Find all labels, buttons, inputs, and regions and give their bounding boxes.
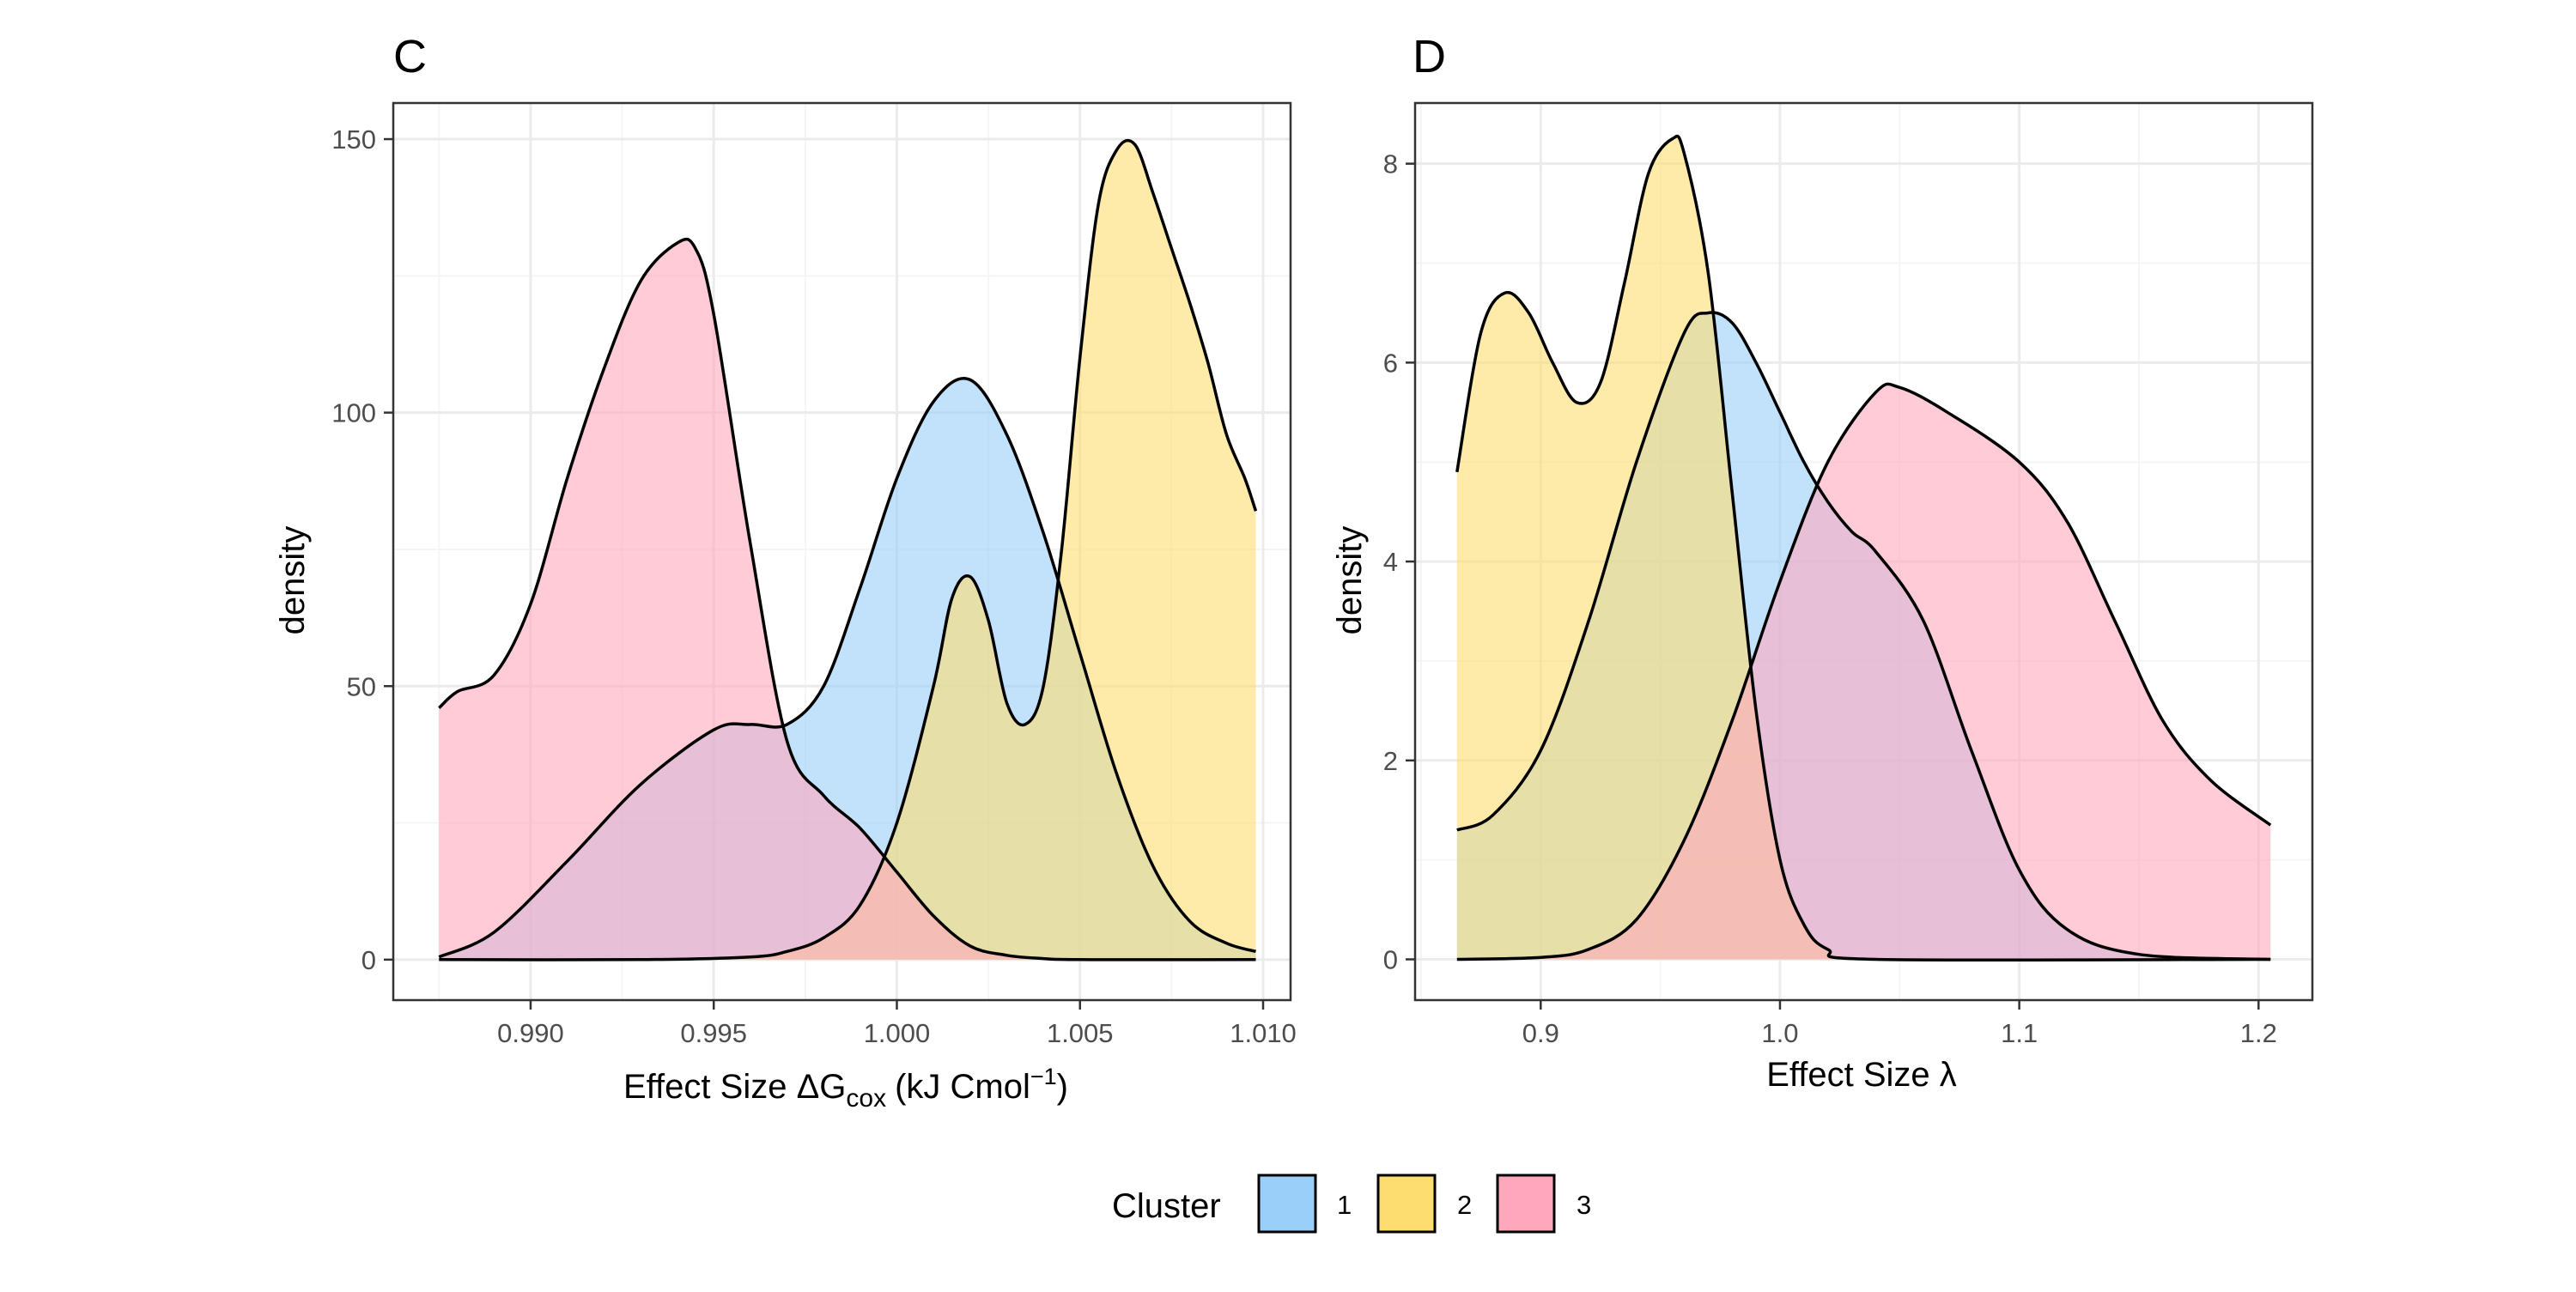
panel-c-x-title-close: ) (1057, 1068, 1068, 1106)
panel-c-density-line-cluster-3 (438, 237, 1256, 961)
panel-d-x-tick-label: 1.2 (2240, 1018, 2277, 1048)
panel-c-x-axis-title: Effect Size ΔGcox (kJ Cmol−1) (623, 1064, 1068, 1113)
panel-d-y-axis-title: density (1331, 526, 1369, 635)
panel-c-plot-area: 0.990 0.995 1.000 1.005 1.010 0 50 100 150 (331, 101, 1297, 1048)
panel-c-density-line-cluster-2 (439, 138, 1258, 961)
panel-c-x-tick-label: 0.995 (680, 1018, 747, 1048)
panel-d-y-tick-label: 8 (1383, 149, 1398, 179)
legend-label-3: 3 (1577, 1190, 1591, 1220)
panel-d-plot-area: 0.9 1.0 1.1 1.2 0 2 4 6 8 (1383, 101, 2314, 1048)
panel-d-density-line-cluster-3 (1456, 382, 2272, 961)
legend-label-1: 1 (1337, 1190, 1352, 1220)
panel-c-tag: C (393, 31, 427, 82)
panel-d-density-area-cluster-2 (1456, 136, 2271, 961)
panel-c-x-title-sub: cox (846, 1084, 886, 1113)
panel-c-y-tick-label: 150 (331, 124, 376, 155)
panel-c-y-axis-title: density (274, 526, 312, 635)
legend: Cluster 1 2 3 (1112, 1174, 1591, 1234)
panel-c-x-title-unit: (kJ Cmol (895, 1068, 1030, 1106)
panel-d-y-tick-label: 0 (1383, 945, 1398, 975)
panel-d: 0.9 1.0 1.1 1.2 0 2 4 6 8 D density Effect Size … (1331, 31, 2314, 1094)
panel-c-x-tick-label: 1.000 (864, 1018, 931, 1048)
panel-c-x-tick-label: 1.005 (1047, 1018, 1114, 1048)
panel-c-density-line-cluster-1 (438, 377, 1256, 959)
panel-d-density-line-cluster-1 (1456, 311, 2271, 961)
panel-d-x-axis-title: Effect Size λ (1766, 1056, 1957, 1094)
legend-key-3 (1496, 1174, 1556, 1234)
panel-c-density-area-cluster-3 (439, 239, 1256, 960)
panel-d-tag: D (1413, 31, 1446, 82)
panel-d-density-area-cluster-3 (1456, 384, 2271, 960)
panel-c-x-title-main: Effect Size ΔG (623, 1068, 846, 1106)
legend-label-2: 2 (1457, 1190, 1472, 1220)
panel-c: 0.990 0.995 1.000 1.005 1.010 0 50 100 150 C den… (274, 31, 1297, 1113)
legend-item-1: 1 (1257, 1174, 1352, 1234)
legend-key-2 (1376, 1174, 1437, 1234)
panel-d-x-tick-label: 0.9 (1522, 1018, 1559, 1048)
legend-item-2: 2 (1376, 1174, 1472, 1234)
panel-d-x-tick-label: 1.0 (1761, 1018, 1798, 1048)
panel-c-panel-border (392, 101, 1292, 1002)
panel-c-x-tick-label: 1.010 (1230, 1018, 1297, 1048)
panel-c-density-area-cluster-2 (439, 140, 1256, 961)
panel-c-y-tick-label: 100 (331, 398, 376, 428)
panel-d-panel-border (1413, 101, 2314, 1002)
panel-d-density-line-cluster-2 (1455, 134, 2271, 962)
panel-d-y-tick-label: 6 (1383, 348, 1398, 378)
panel-c-x-title-sup: −1 (1030, 1064, 1057, 1089)
panel-d-x-tick-label: 1.1 (2001, 1018, 2038, 1048)
panel-d-y-tick-label: 4 (1383, 547, 1398, 577)
legend-item-3: 3 (1496, 1174, 1591, 1234)
panel-c-x-tick-label: 0.990 (497, 1018, 564, 1048)
panel-d-y-tick-label: 2 (1383, 746, 1398, 776)
legend-key-1 (1257, 1174, 1317, 1234)
panel-c-y-tick-label: 50 (347, 671, 376, 701)
panel-c-y-tick-label: 0 (361, 945, 376, 975)
legend-title: Cluster (1112, 1187, 1221, 1225)
